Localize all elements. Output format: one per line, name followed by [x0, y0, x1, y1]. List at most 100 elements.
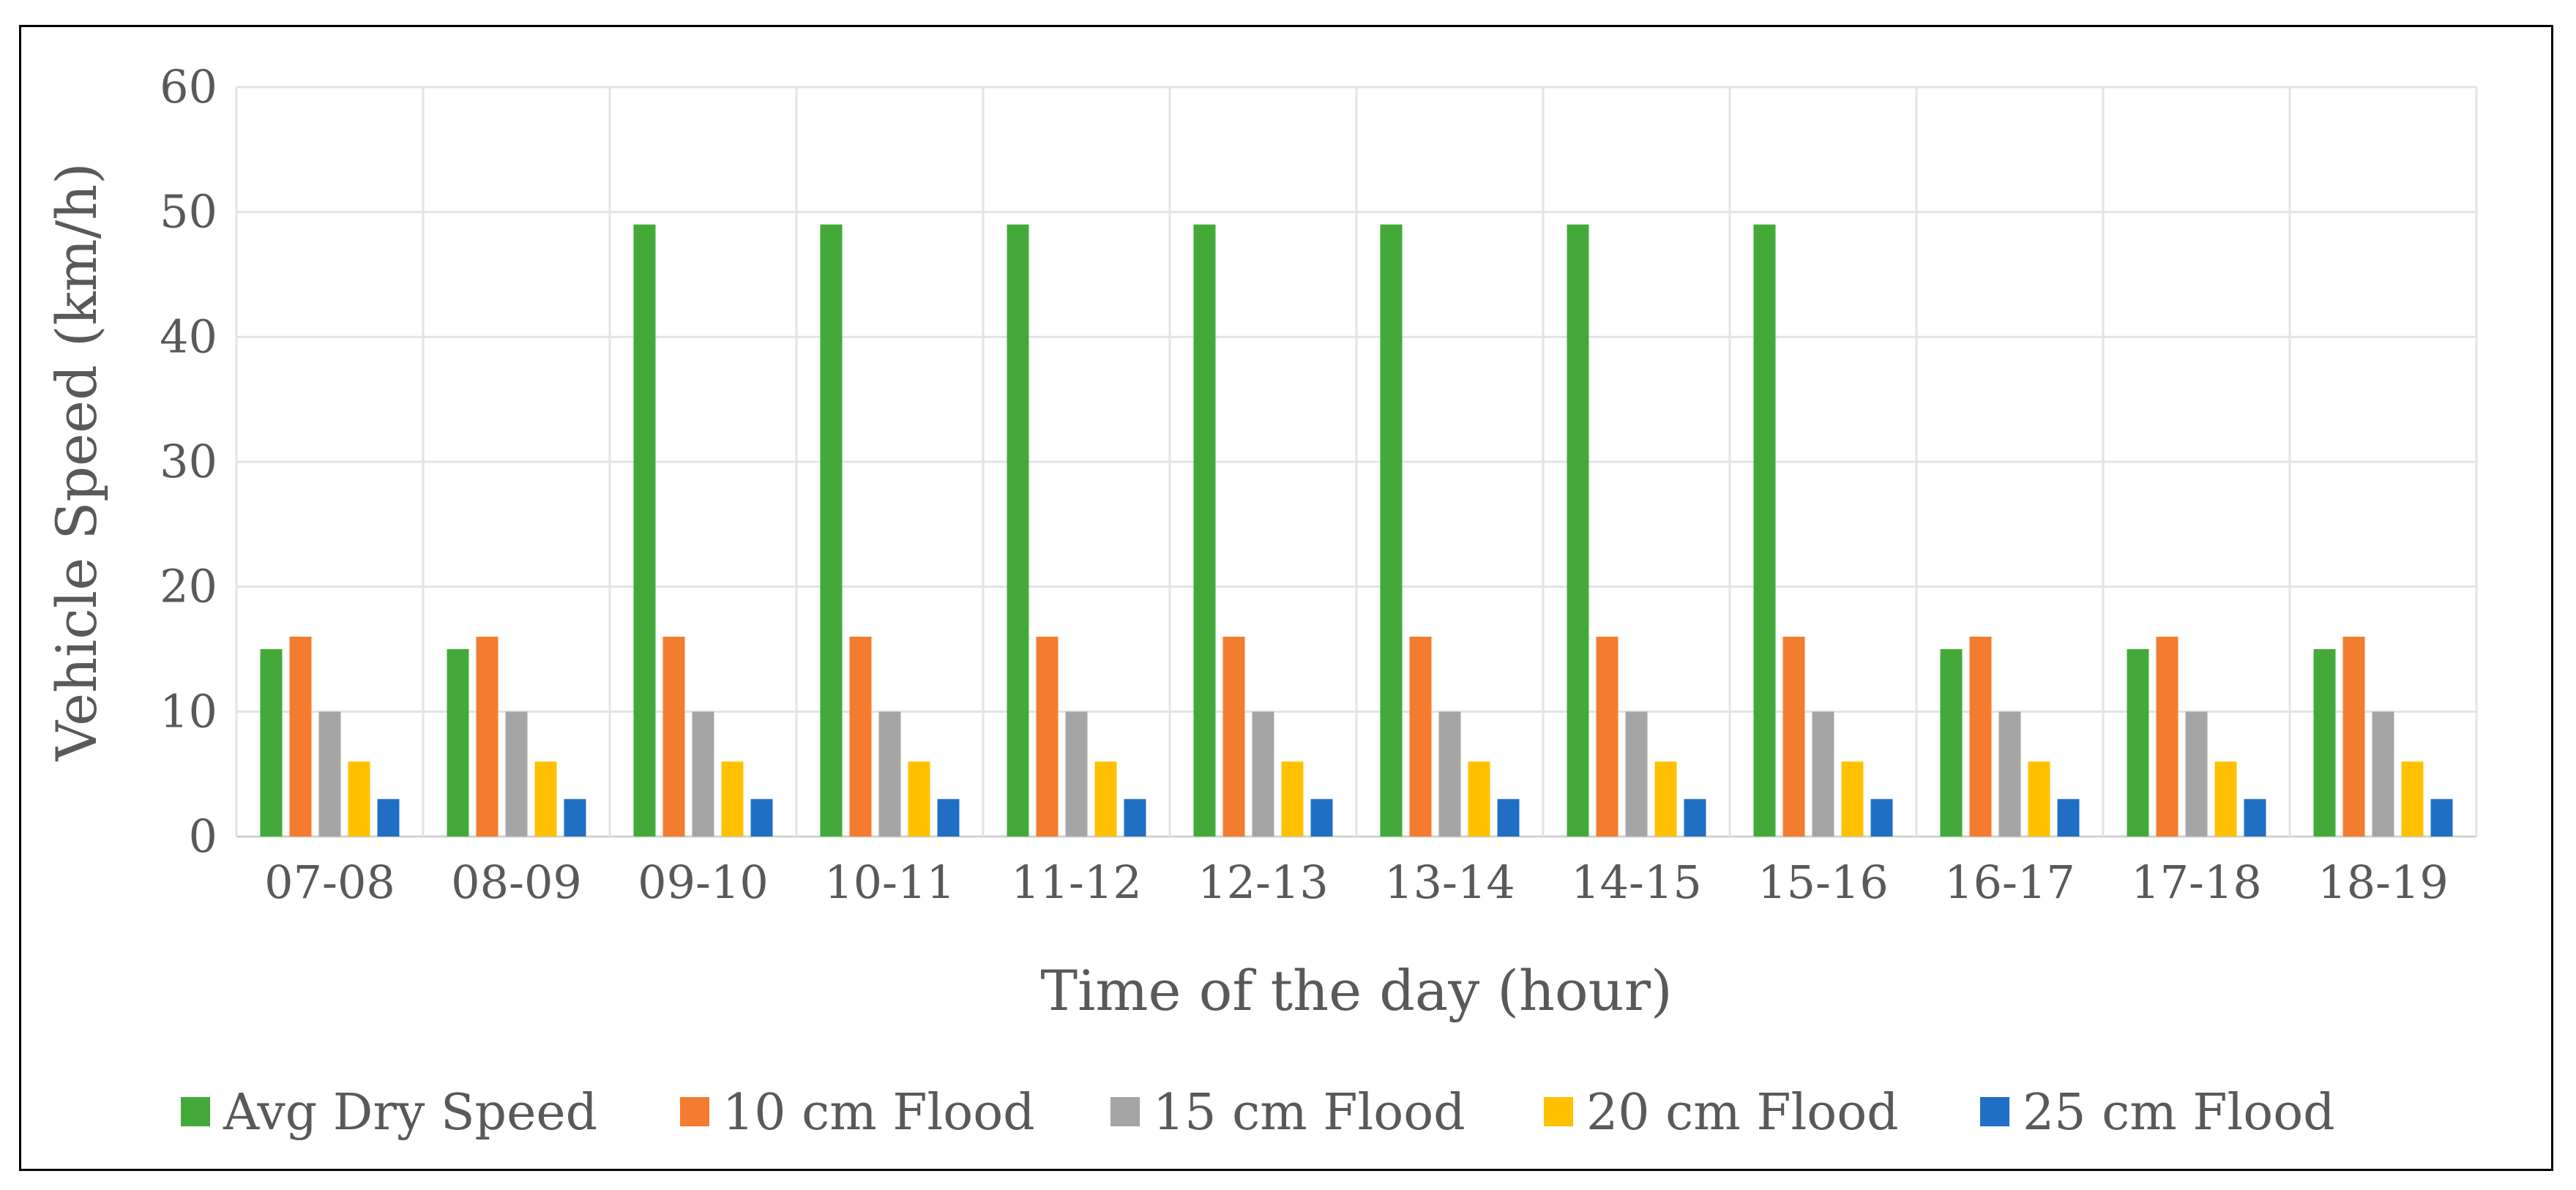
legend-label: Avg Dry Speed [223, 1084, 597, 1142]
bar-20-cm-flood [721, 761, 744, 837]
bar-10-cm-flood [849, 636, 872, 837]
legend-swatch [181, 1097, 210, 1126]
bar-25-cm-flood [564, 798, 586, 837]
bar-10-cm-flood [1036, 636, 1059, 837]
bar-20-cm-flood [908, 761, 930, 837]
bar-15-cm-flood [1252, 711, 1274, 837]
bar-avg-dry-speed [820, 224, 843, 837]
bar-avg-dry-speed [1753, 224, 1776, 837]
bar-avg-dry-speed [260, 649, 283, 837]
bar-15-cm-flood [2185, 711, 2208, 837]
legend-item: Avg Dry Speed [181, 1084, 597, 1142]
bar-20-cm-flood [348, 761, 370, 837]
bar-avg-dry-speed [1007, 224, 1029, 837]
bar-avg-dry-speed [2313, 649, 2336, 837]
bar-avg-dry-speed [2127, 649, 2149, 837]
bar-15-cm-flood [878, 711, 901, 837]
y-axis-title: Vehicle Speed (km/h) [44, 162, 109, 762]
bar-25-cm-flood [1497, 798, 1520, 837]
bar-10-cm-flood [2156, 636, 2179, 837]
legend-label: 25 cm Flood [2023, 1084, 2335, 1142]
bar-10-cm-flood [1596, 636, 1619, 837]
bar-10-cm-flood [1782, 636, 1805, 837]
bar-15-cm-flood [318, 711, 341, 837]
bar-15-cm-flood [2372, 711, 2394, 837]
legend-item: 20 cm Flood [1544, 1084, 1899, 1142]
bar-15-cm-flood [692, 711, 714, 837]
legend-swatch [680, 1097, 709, 1126]
legend-swatch [1980, 1097, 2009, 1126]
legend-label: 20 cm Flood [1586, 1084, 1899, 1142]
bar-avg-dry-speed [1567, 224, 1589, 837]
chart-frame: 0 10 20 30 40 50 60 07-08 08-09 09-10 10-11 11-12 12… [19, 25, 2553, 1171]
bar-25-cm-flood [2057, 798, 2080, 837]
bar-20-cm-flood [1841, 761, 1864, 837]
bar-10-cm-flood [1409, 636, 1432, 837]
x-tick-label: 13-14 [1384, 856, 1515, 909]
bar-25-cm-flood [1124, 798, 1146, 837]
bar-25-cm-flood [1870, 798, 1893, 837]
bars [260, 224, 2453, 837]
bar-avg-dry-speed [1380, 224, 1403, 837]
bar-25-cm-flood [2244, 798, 2266, 837]
bar-20-cm-flood [1468, 761, 1490, 837]
bar-25-cm-flood [1310, 798, 1333, 837]
x-tick-label: 12-13 [1198, 856, 1329, 909]
bar-chart: 0 10 20 30 40 50 60 07-08 08-09 09-10 10-11 11-12 12… [44, 60, 2478, 1142]
bar-20-cm-flood [1654, 761, 1677, 837]
legend-swatch [1544, 1097, 1573, 1126]
legend-swatch [1110, 1097, 1140, 1126]
y-tick-label: 60 [160, 60, 217, 113]
legend-item: 10 cm Flood [680, 1084, 1035, 1142]
bar-10-cm-flood [1222, 636, 1245, 837]
bar-15-cm-flood [505, 711, 528, 837]
bar-10-cm-flood [1969, 636, 1992, 837]
legend-label: 10 cm Flood [723, 1084, 1035, 1142]
bar-avg-dry-speed [1193, 224, 1216, 837]
bar-10-cm-flood [2342, 636, 2365, 837]
bar-10-cm-flood [662, 636, 685, 837]
bar-20-cm-flood [2214, 761, 2237, 837]
bar-15-cm-flood [1625, 711, 1648, 837]
bar-10-cm-flood [476, 636, 499, 837]
bar-15-cm-flood [1812, 711, 1834, 837]
y-tick-label: 30 [160, 435, 217, 488]
bar-25-cm-flood [937, 798, 960, 837]
bar-avg-dry-speed [1940, 649, 1963, 837]
bar-20-cm-flood [2401, 761, 2424, 837]
legend: Avg Dry Speed 10 cm Flood 15 cm Flood 20 cm… [181, 1084, 2335, 1142]
x-axis-title: Time of the day (hour) [1040, 958, 1672, 1023]
gridlines [235, 86, 2478, 838]
y-tick-label: 50 [160, 185, 217, 239]
tick-labels: 0 10 20 30 40 50 60 07-08 08-09 09-10 10-11 11-12 12… [160, 60, 2449, 909]
bar-20-cm-flood [1281, 761, 1304, 837]
y-tick-label: 20 [160, 560, 217, 613]
legend-label: 15 cm Flood [1153, 1084, 1466, 1142]
bar-avg-dry-speed [447, 649, 469, 837]
bar-25-cm-flood [1684, 798, 1706, 837]
bar-15-cm-flood [1998, 711, 2021, 837]
bar-25-cm-flood [2430, 798, 2453, 837]
bar-avg-dry-speed [633, 224, 656, 837]
bar-15-cm-flood [1065, 711, 1088, 837]
x-tick-label: 11-12 [1011, 856, 1142, 909]
x-tick-label: 16-17 [1944, 856, 2075, 909]
legend-item: 15 cm Flood [1110, 1084, 1466, 1142]
x-tick-label: 17-18 [2131, 856, 2262, 909]
bar-15-cm-flood [1438, 711, 1461, 837]
y-tick-label: 10 [160, 684, 217, 738]
x-tick-label: 14-15 [1571, 856, 1702, 909]
bar-20-cm-flood [1094, 761, 1117, 837]
bar-10-cm-flood [289, 636, 312, 837]
x-tick-label: 08-09 [451, 856, 582, 909]
bar-25-cm-flood [377, 798, 400, 837]
bar-20-cm-flood [2028, 761, 2050, 837]
x-tick-label: 07-08 [264, 856, 395, 909]
x-tick-label: 10-11 [824, 856, 955, 909]
bar-20-cm-flood [534, 761, 557, 837]
x-tick-label: 18-19 [2318, 856, 2449, 909]
y-tick-label: 40 [160, 310, 217, 363]
x-tick-label: 09-10 [638, 856, 769, 909]
x-tick-label: 15-16 [1758, 856, 1889, 909]
legend-item: 25 cm Flood [1980, 1084, 2335, 1142]
